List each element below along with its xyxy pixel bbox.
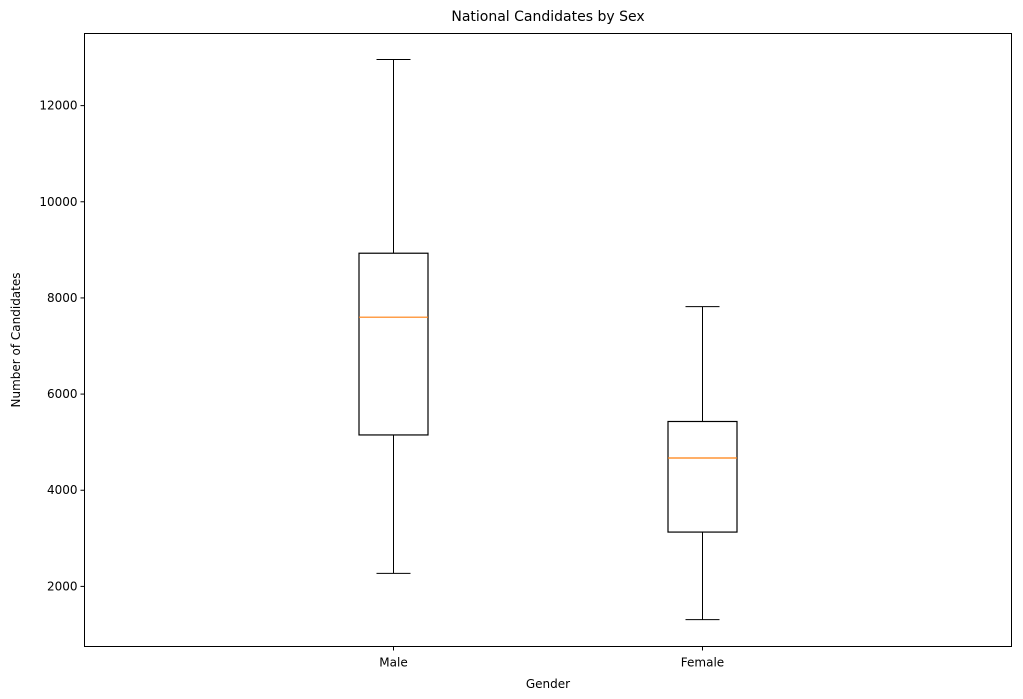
- box-female: [667, 306, 738, 621]
- plot-area: [84, 33, 1012, 647]
- iqr-box: [667, 420, 738, 533]
- y-tick-label: 2000: [47, 579, 78, 593]
- x-axis-label: Gender: [526, 677, 570, 691]
- x-axis: Male Female: [379, 646, 724, 670]
- iqr-box: [358, 252, 429, 436]
- x-tick-label: Female: [681, 656, 724, 670]
- y-axis-label: Number of Candidates: [9, 273, 23, 408]
- box-male: [358, 58, 429, 574]
- y-tick-label: 8000: [47, 291, 78, 305]
- boxes: [358, 58, 738, 621]
- y-tick-label: 6000: [47, 387, 78, 401]
- x-tick-label: Male: [379, 656, 407, 670]
- y-tick-label: 4000: [47, 483, 78, 497]
- y-tick-label: 12000: [39, 99, 77, 113]
- y-axis: 2000 4000 6000 8000 10000 12000: [39, 99, 85, 593]
- y-tick-label: 10000: [39, 195, 77, 209]
- chart-title: National Candidates by Sex: [451, 9, 644, 25]
